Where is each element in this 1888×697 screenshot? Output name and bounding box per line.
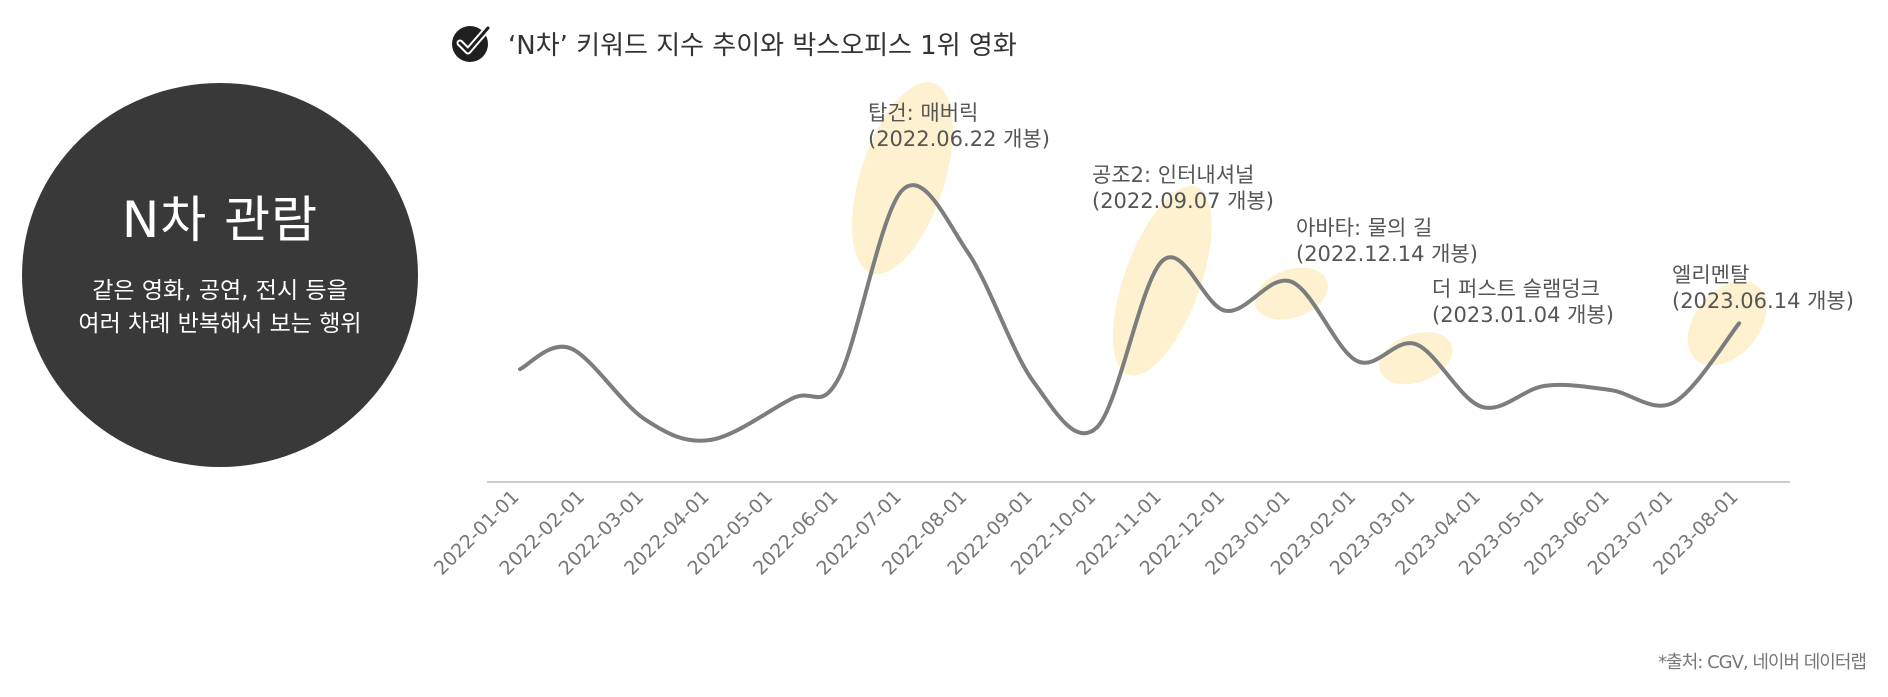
- chart-header: ‘N차’ 키워드 지수 추이와 박스오피스 1위 영화: [450, 22, 1017, 64]
- annotation-title: 더 퍼스트 슬램덩크: [1432, 277, 1600, 301]
- callout-description: 같은 영화, 공연, 전시 등을 여러 차례 반복해서 보는 행위: [78, 278, 362, 337]
- annotation-date: (2022.12.14 개봉): [1296, 242, 1478, 266]
- annotation-title: 아바타: 물의 길: [1296, 216, 1432, 240]
- annotation-date: (2023.01.04 개봉): [1432, 303, 1614, 327]
- annotation-date: (2023.06.14 개봉): [1672, 289, 1854, 313]
- check-circle-icon: [452, 24, 492, 62]
- callout-title: N차 관람: [121, 191, 319, 249]
- chart-title: ‘N차’ 키워드 지수 추이와 박스오피스 1위 영화: [508, 30, 1017, 61]
- highlight-ellipse: [851, 82, 953, 274]
- callout-circle: N차 관람 같은 영화, 공연, 전시 등을 여러 차례 반복해서 보는 행위: [22, 83, 418, 467]
- annotation-title: 탑건: 매버릭: [868, 101, 978, 125]
- annotation-date: (2022.06.22 개봉): [868, 127, 1050, 151]
- highlight-ellipse: [1379, 332, 1453, 385]
- series-line: [518, 183, 1742, 443]
- highlight-ellipse: [1687, 281, 1767, 366]
- highlight-ellipse: [1254, 267, 1328, 320]
- annotation-title: 공조2: 인터내셔널: [1092, 163, 1254, 187]
- annotation-title: 엘리멘탈: [1672, 263, 1749, 287]
- annotation-date: (2022.09.07 개봉): [1092, 189, 1274, 213]
- source-note: *출처: CGV, 네이버 데이터랩: [1658, 652, 1867, 673]
- highlight-ellipse: [1112, 185, 1212, 376]
